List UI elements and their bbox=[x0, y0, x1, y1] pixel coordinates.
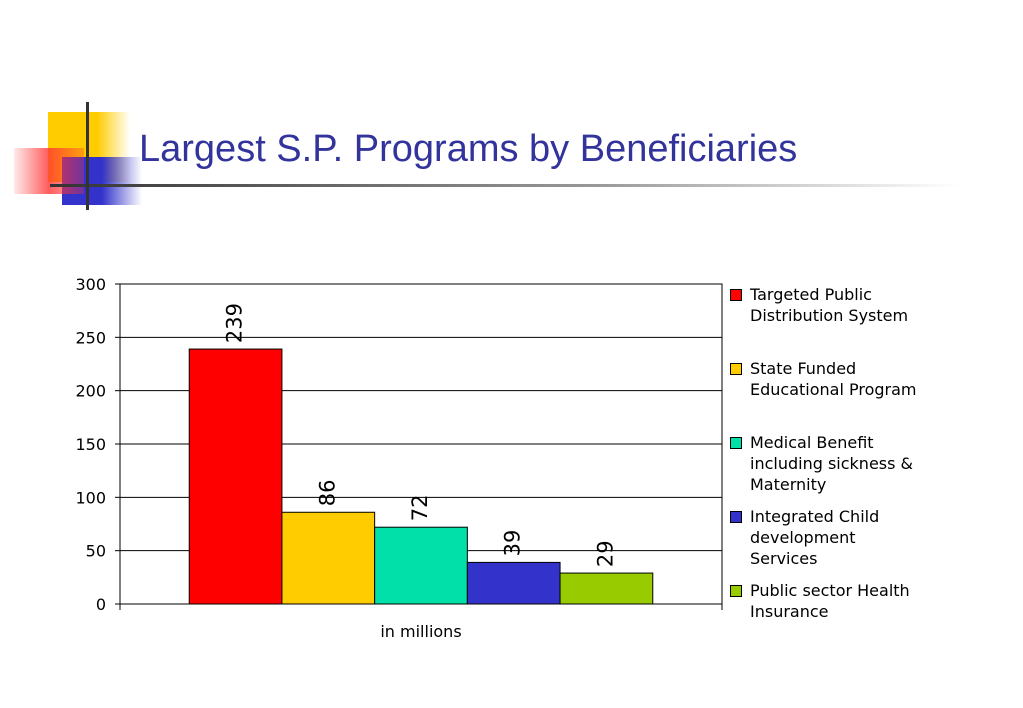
x-axis-label: in millions bbox=[380, 622, 461, 641]
legend-swatch bbox=[730, 437, 742, 449]
legend-swatch bbox=[730, 511, 742, 523]
data-label: 239 bbox=[223, 303, 247, 343]
y-tick-label: 250 bbox=[75, 328, 106, 347]
data-label: 86 bbox=[315, 480, 339, 507]
y-tick-label: 300 bbox=[75, 275, 106, 294]
y-tick-label: 50 bbox=[86, 542, 106, 561]
data-label: 29 bbox=[593, 540, 617, 567]
legend-label: Medical Benefit including sickness & Mat… bbox=[750, 433, 914, 494]
legend-item: Public sector Health Insurance bbox=[730, 580, 950, 622]
bar-1 bbox=[188, 348, 283, 605]
y-tick-label: 200 bbox=[75, 382, 106, 401]
deco-vertical-line bbox=[86, 102, 89, 210]
legend-label: Targeted Public Distribution System bbox=[750, 285, 909, 325]
data-label: 72 bbox=[408, 494, 432, 521]
data-label: 39 bbox=[501, 530, 525, 557]
legend-swatch bbox=[730, 363, 742, 375]
y-tick-label: 150 bbox=[75, 435, 106, 454]
bar-3 bbox=[374, 526, 468, 605]
slide-title: Largest S.P. Programs by Beneficiaries bbox=[139, 128, 798, 170]
legend-swatch bbox=[730, 585, 742, 597]
title-decoration bbox=[14, 102, 960, 210]
legend-label: Integrated Child development Services bbox=[750, 507, 880, 568]
deco-horizontal-line bbox=[50, 184, 960, 187]
legend-item: Targeted Public Distribution System bbox=[730, 284, 950, 326]
legend-item: Integrated Child development Services bbox=[730, 506, 950, 569]
bar-5 bbox=[559, 572, 654, 605]
y-tick-label: 0 bbox=[96, 595, 106, 614]
legend-label: Public sector Health Insurance bbox=[750, 581, 910, 621]
bar-4 bbox=[466, 561, 561, 605]
legend-item: Medical Benefit including sickness & Mat… bbox=[730, 432, 950, 495]
legend-label: State Funded Educational Program bbox=[750, 359, 917, 399]
legend-swatch bbox=[730, 289, 742, 301]
bar-2 bbox=[281, 511, 376, 605]
legend-item: State Funded Educational Program bbox=[730, 358, 950, 400]
y-tick-label: 100 bbox=[75, 488, 106, 507]
